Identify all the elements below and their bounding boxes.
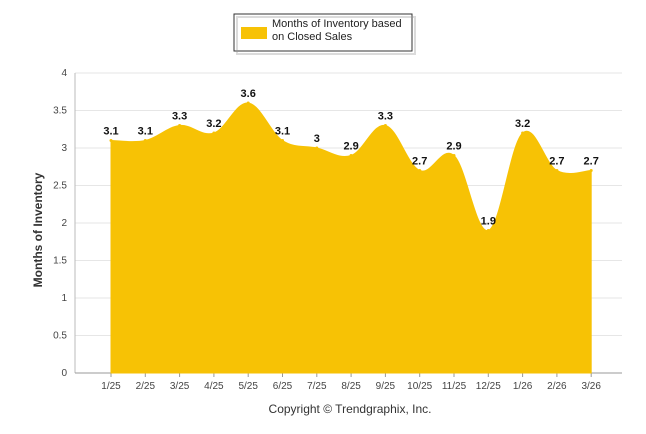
legend-swatch <box>241 27 267 39</box>
legend-shadow <box>236 16 416 55</box>
legend-line-1: Months of Inventory based <box>272 18 402 30</box>
x-tick-labels: 1/25 2/25 3/25 4/25 5/25 6/25 7/25 8/25 9/25 10/2… <box>101 381 601 392</box>
data-labels: 3.1 3.1 3.3 3.2 3.6 3.1 3 2.9 3.3 2.7 2.9 1.9 3.2 2.7… <box>103 88 598 228</box>
legend: Months of Inventory based on Closed Sale… <box>233 13 416 55</box>
x-tick-label: 4/25 <box>204 381 224 392</box>
data-label: 2.9 <box>343 141 358 153</box>
y-tick-label: 1 <box>61 293 67 304</box>
x-tick-label: 2/26 <box>547 381 567 392</box>
data-label: 1.9 <box>481 216 496 228</box>
data-point <box>555 169 559 172</box>
y-tick-label: 0.5 <box>53 331 67 342</box>
x-tick-label: 10/25 <box>407 381 432 392</box>
data-label: 3.1 <box>103 126 118 138</box>
y-tick-label: 4 <box>61 68 67 79</box>
x-tick-label: 2/25 <box>136 381 156 392</box>
y-tick-label: 3 <box>61 143 67 154</box>
y-axis-title: Months of Inventory <box>31 172 45 287</box>
x-tick-label: 6/25 <box>273 381 293 392</box>
y-tick-label: 3.5 <box>53 106 67 117</box>
data-point <box>452 154 456 157</box>
data-label: 2.9 <box>446 141 461 153</box>
y-tick-label: 1.5 <box>53 256 67 267</box>
x-tick-label: 5/25 <box>238 381 258 392</box>
x-tick-label: 9/25 <box>376 381 396 392</box>
data-point <box>143 139 147 142</box>
copyright-text: Copyright © Trendgraphix, Inc. <box>269 402 432 416</box>
data-label: 3.3 <box>378 111 393 123</box>
data-label: 2.7 <box>412 156 427 168</box>
x-tick-label: 1/26 <box>513 381 533 392</box>
data-point <box>521 131 525 135</box>
legend-line-2: on Closed Sales <box>272 31 353 43</box>
x-tick-label: 8/25 <box>341 381 361 392</box>
data-point <box>178 124 182 127</box>
data-label: 3.3 <box>172 111 187 123</box>
y-tick-label: 2.5 <box>53 181 67 192</box>
y-tick-label: 2 <box>61 218 67 229</box>
data-point <box>246 101 250 105</box>
x-tick-label: 12/25 <box>476 381 501 392</box>
data-label: 3.2 <box>206 118 221 130</box>
data-label: 3.1 <box>275 126 290 138</box>
data-point <box>486 229 490 232</box>
x-tick-label: 3/25 <box>170 381 190 392</box>
data-label: 3.2 <box>515 118 530 130</box>
y-tick-label: 0 <box>61 368 67 379</box>
data-label: 2.7 <box>584 156 599 168</box>
data-point <box>109 139 113 142</box>
series-area-path <box>110 102 592 374</box>
x-tick-label: 11/25 <box>442 381 467 392</box>
series-area <box>109 101 593 374</box>
data-point <box>349 154 353 157</box>
data-label: 2.7 <box>549 156 564 168</box>
data-point <box>315 146 319 150</box>
data-point <box>383 124 387 127</box>
x-tick-label: 7/25 <box>307 381 327 392</box>
data-point <box>418 169 422 172</box>
data-label: 3 <box>314 133 320 145</box>
y-tick-labels: 0 0.5 1 1.5 2 2.5 3 3.5 4 <box>53 68 67 379</box>
data-point <box>589 169 593 172</box>
x-tick-label: 1/25 <box>101 381 121 392</box>
data-label: 3.1 <box>138 126 153 138</box>
data-point <box>212 131 216 135</box>
data-point <box>281 139 284 142</box>
x-tick-label: 3/26 <box>581 381 601 392</box>
data-label: 3.6 <box>241 88 256 100</box>
